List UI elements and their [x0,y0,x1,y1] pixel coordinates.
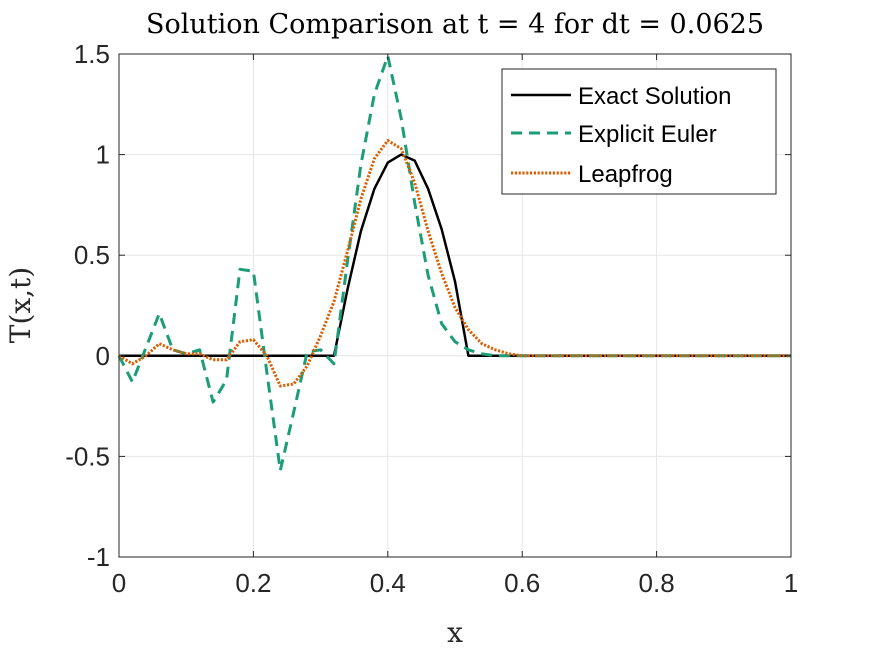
series-group [117,54,791,472]
y-axis-label: T(x,t) [4,267,37,343]
axes-box [118,53,792,558]
x-axis-label: x [447,616,463,649]
tick-labels: 0 0.2 0.4 0.6 0.8 1 -1 -0.5 0 0.5 1 1.5 [65,39,798,598]
x-tick-label: 0 [112,568,126,598]
y-tick-label: 0 [96,341,110,371]
chart-title: Solution Comparison at t = 4 for dt = 0.… [146,9,764,40]
y-tick-label: 1.5 [74,39,110,69]
y-tick-label: -1 [87,542,110,572]
y-tick-label: 0.5 [74,240,110,270]
legend-label-leapfrog: Leapfrog [578,161,673,188]
x-tick-label: 0.4 [370,568,406,598]
y-tick-label: -0.5 [65,441,110,471]
series-line-leapfrog [118,139,791,388]
x-tick-label: 0.8 [639,568,675,598]
legend-label-exact-solution: Exact Solution [578,83,731,110]
ticks [118,53,792,558]
x-tick-label: 0.6 [504,568,540,598]
x-tick-label: 1 [784,568,798,598]
series-line-explicit-euler [117,54,791,472]
y-tick-label: 1 [96,140,110,170]
legend-label-explicit-euler: Explicit Euler [578,121,717,148]
series-line-exact-solution [119,153,791,358]
legend: Exact Solution Explicit Euler Leapfrog [501,68,777,195]
x-tick-label: 0.2 [235,568,271,598]
